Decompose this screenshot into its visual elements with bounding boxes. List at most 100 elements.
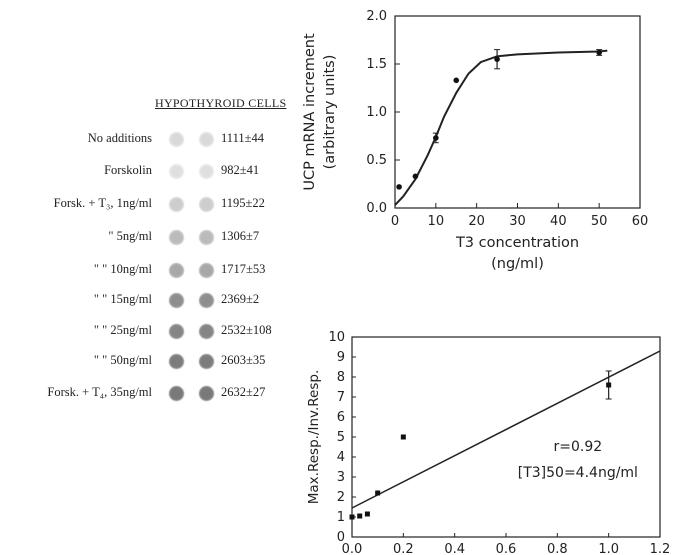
blot-dot [169,230,184,245]
blot-row: " " 15ng/ml 2369±2 [0,289,300,311]
y-tick-label: 1 [337,510,345,525]
data-point [596,49,602,56]
y-tick-label: 0 [337,530,345,545]
blot-row: Forskolin 982±41 [0,160,300,182]
blot-row-label: " " 50ng/ml [93,353,152,367]
fit-curve [394,49,608,206]
y-tick-label: 0.5 [366,153,387,168]
blot-dot [199,132,214,147]
t3-dose-response-chart: 0 10 20 30 40 50 60 0.0 0.5 1.0 1.5 2.0 T3 concentra… [302,9,649,272]
data-point [433,135,439,141]
data-point [400,434,406,440]
blot-row-label: " " 25ng/ml [93,323,152,337]
blot-dot [169,197,184,212]
y-tick-label: 1.0 [366,105,387,120]
y-tick-label: 1.5 [366,57,387,72]
blot-dot [169,293,184,308]
blot-dot [199,230,214,245]
blot-row-value: 1306±7 [221,229,260,243]
blot-row-value: 1111±44 [221,131,264,145]
data-point [494,56,500,62]
x-tick-label: 50 [591,214,608,229]
blot-row-label: Forskolin [104,163,152,177]
blot-dot [169,164,184,179]
blot-row-label: " 5ng/ml [108,229,152,243]
x-tick-label: 40 [550,214,567,229]
x-tick-label: 0 [391,214,399,229]
annotation-r: r=0.92 [554,439,603,455]
blot-row-label: No additions [87,131,152,145]
y-axis-unit: (arbitrary units) [322,55,338,170]
blot-row-value: 2369±2 [221,292,260,306]
y-tick-label: 10 [328,330,345,345]
x-tick-label: 20 [468,214,485,229]
blot-row-value: 2632±27 [221,385,266,399]
y-tick-label: 8 [337,370,345,385]
data-point [349,514,355,520]
blot-row-label: " " 15ng/ml [93,292,152,306]
blot-row: Forsk. + T₄, 35ng/ml 2632±27 [0,382,300,404]
blot-row: " " 10ng/ml 1717±53 [0,259,300,281]
data-point [606,382,612,388]
y-axis-label: Max.Resp./Inv.Resp. [306,370,322,504]
blot-dot [199,293,214,308]
x-tick-label: 60 [632,214,649,229]
data-point [357,513,363,519]
y-tick-label: 2 [337,490,345,505]
data-point [375,490,381,496]
x-tick-label: 30 [509,214,526,229]
y-tick-label: 4 [337,450,345,465]
blot-row-label: Forsk. + T₄, 35ng/ml [47,385,152,399]
x-axis-label: T3 concentration [455,235,579,251]
blot-dot [199,164,214,179]
y-axis-label: UCP mRNA increment [302,33,318,191]
x-tick-label: 0.0 [342,542,363,555]
blot-dot [169,354,184,369]
blot-row-value: 1195±22 [221,196,265,210]
blot-row-value: 982±41 [221,163,260,177]
fit-line [351,350,661,509]
x-tick-label: 0.2 [393,542,414,555]
dot-blot-panel: HYPOTHYROID CELLS No additions 1111±44 For… [0,0,300,555]
blot-row-value: 2603±35 [221,353,266,367]
blot-dot [199,324,214,339]
blot-row: No additions 1111±44 [0,128,300,150]
x-tick-label: 1.0 [598,542,619,555]
plot-frame [351,336,661,538]
blot-row-value: 2532±108 [221,323,272,337]
data-point [412,173,419,180]
blot-dot [199,197,214,212]
y-tick-label: 5 [337,430,345,445]
y-tick-label: 6 [337,410,345,425]
data-point [364,511,370,517]
x-tick-label: 0.4 [444,542,465,555]
blot-row: " 5ng/ml 1306±7 [0,226,300,248]
blot-dot [199,263,214,278]
x-tick-label: 10 [428,214,445,229]
blot-dot [169,263,184,278]
x-axis-unit: (ng/ml) [491,256,544,272]
blot-dot [169,132,184,147]
blot-dot [169,324,184,339]
blot-row: " " 25ng/ml 2532±108 [0,320,300,342]
data-point [396,184,402,190]
x-tick-label: 1.2 [650,542,671,555]
y-tick-label: 0.0 [366,201,387,216]
data-point [453,77,460,84]
blot-row-label: " " 10ng/ml [93,262,152,276]
blot-row-label: Forsk. + T₃, 1ng/ml [53,196,152,210]
blot-dot [199,354,214,369]
y-tick-label: 7 [337,390,345,405]
blot-dot [169,386,184,401]
y-tick-label: 2.0 [366,9,387,24]
blot-row: Forsk. + T₃, 1ng/ml 1195±22 [0,193,300,215]
blot-title: HYPOTHYROID CELLS [155,96,287,110]
y-tick-label: 9 [337,350,345,365]
annotation-t3-50: [T3]50=4.4ng/ml [518,465,638,481]
x-tick-label: 0.6 [496,542,517,555]
plot-frame [394,15,641,209]
blot-row: " " 50ng/ml 2603±35 [0,350,300,372]
x-tick-label: 0.8 [547,542,568,555]
blot-dot [199,386,214,401]
max-resp-inv-resp-chart: 0.0 0.2 0.4 0.6 0.8 1.0 1.2 0 1 2 3 4 5 6 7 8 9 10 Max.Res… [306,330,671,555]
